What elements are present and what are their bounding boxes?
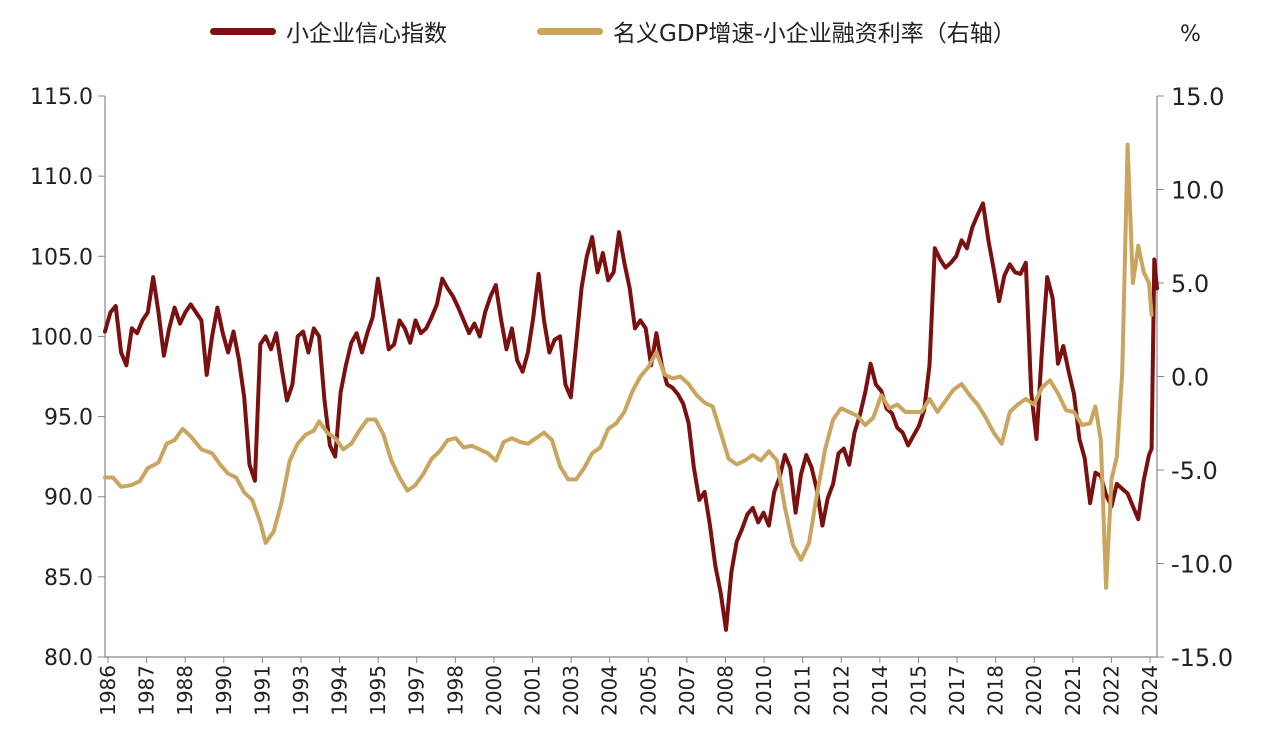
x-axis-tick-label: 1993 — [289, 665, 313, 716]
right-axis-tick-label: -10.0 — [1171, 551, 1233, 579]
right-axis-tick-label: -15.0 — [1171, 644, 1233, 672]
x-axis-tick-label: 1998 — [443, 665, 467, 716]
right-axis-tick-label: 0.0 — [1171, 364, 1209, 392]
x-axis-tick-label: 2015 — [906, 665, 930, 716]
left-axis-tick-label: 115.0 — [30, 85, 93, 110]
x-axis-tick-label: 2018 — [984, 665, 1008, 716]
x-axis-tick-label: 1987 — [135, 665, 159, 716]
left-axis-tick-label: 85.0 — [44, 566, 93, 591]
x-axis-tick-label: 2007 — [675, 665, 699, 716]
x-axis-tick-label: 1997 — [405, 665, 429, 716]
right-axis-tick-label: -5.0 — [1171, 457, 1218, 485]
right-axis-unit-label: % — [1180, 22, 1201, 47]
x-axis-tick-label: 2005 — [636, 665, 660, 716]
left-axis-tick-label: 95.0 — [44, 406, 93, 431]
x-axis-tick-label: 2017 — [945, 665, 969, 716]
legend-label-series-1: 小企业信心指数 — [286, 21, 447, 47]
legend-item-series-2: 名义GDP增速-小企业融资利率（右轴） — [537, 14, 1016, 48]
x-axis-tick-label: 2021 — [1061, 665, 1085, 716]
left-axis-tick-label: 110.0 — [30, 165, 93, 190]
right-axis-tick-label: 5.0 — [1171, 270, 1209, 298]
x-axis-tick-label: 2004 — [598, 665, 622, 716]
x-axis-tick-label: 1988 — [173, 665, 197, 716]
legend-label-series-2: 名义GDP增速-小企业融资利率（右轴） — [613, 21, 1016, 47]
legend-swatch-series-1 — [210, 27, 276, 35]
legend: 小企业信心指数 名义GDP增速-小企业融资利率（右轴） — [0, 14, 1275, 54]
right-axis-tick-label: 15.0 — [1171, 83, 1224, 111]
x-axis-tick-label: 2024 — [1138, 665, 1162, 716]
legend-item-series-1: 小企业信心指数 — [210, 14, 447, 48]
legend-swatch-series-2 — [537, 27, 603, 35]
x-axis-tick-label: 2020 — [1022, 665, 1046, 716]
x-axis-tick-label: 2010 — [752, 665, 776, 716]
x-axis-tick-label: 1990 — [212, 665, 236, 716]
series-line-1 — [103, 201, 1159, 632]
left-axis-tick-label: 100.0 — [30, 325, 93, 350]
right-axis-tick-label: 10.0 — [1171, 177, 1224, 205]
x-axis-tick-label: 1986 — [96, 665, 120, 716]
x-axis-tick-label: 2001 — [521, 665, 545, 716]
x-axis-tick-label: 1995 — [366, 665, 390, 716]
x-axis-tick-label: 2012 — [829, 665, 853, 716]
x-axis-tick-label: 1991 — [250, 665, 274, 716]
x-axis-tick-label: 1994 — [328, 665, 352, 716]
series-line-2 — [103, 142, 1154, 590]
left-axis-tick-label: 90.0 — [44, 486, 93, 511]
x-axis-tick-label: 2003 — [559, 665, 583, 716]
left-axis-tick-label: 80.0 — [44, 646, 93, 671]
x-axis-tick-label: 2011 — [791, 665, 815, 716]
left-axis-tick-label: 105.0 — [30, 245, 93, 270]
x-axis-tick-label: 2000 — [482, 665, 506, 716]
x-axis-tick-label: 2014 — [868, 665, 892, 716]
x-axis-tick-label: 2008 — [713, 665, 737, 716]
x-axis-tick-label: 2022 — [1099, 665, 1123, 716]
